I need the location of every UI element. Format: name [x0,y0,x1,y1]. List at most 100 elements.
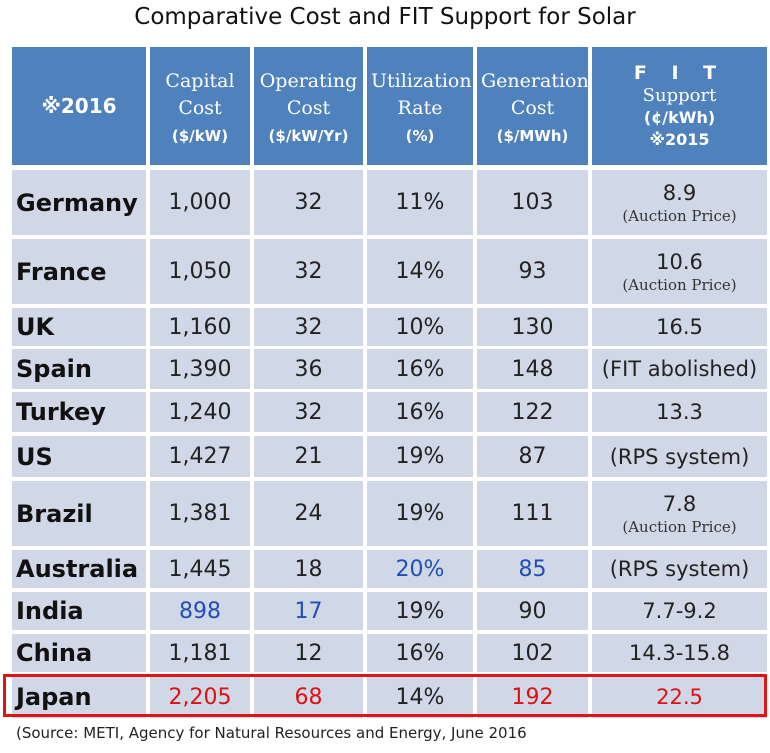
row-france-utilization-cell: 14% [367,239,473,304]
header-generation: Generation Cost ($/MWh) [477,47,589,165]
row-germany-generation: 103 [511,190,554,215]
row-brazil-utilization: 19% [395,501,445,526]
row-brazil-capital-cell: 1,381 [150,481,250,546]
row-australia-operating-cell: 18 [254,550,363,588]
row-japan-operating-cell: 68 [254,676,363,718]
row-australia-utilization-cell: 20% [367,550,473,588]
row-brazil-generation-cell: 111 [477,481,588,546]
row-spain-operating-cell: 36 [254,349,363,389]
row-japan-generation-cell: 192 [477,676,588,718]
header-operating-title: Operating Cost [259,69,358,119]
row-australia-operating: 18 [294,556,323,582]
row-germany-capital: 1,000 [168,190,232,215]
row-australia-generation-cell: 85 [477,550,588,588]
row-france-generation-cell: 93 [477,239,588,304]
row-spain-operating: 36 [294,356,323,382]
row-us-fit-cell: (RPS system) [592,436,767,477]
row-australia-capital: 1,445 [168,556,232,582]
row-uk-capital: 1,160 [168,314,232,340]
row-japan-utilization: 14% [395,684,445,710]
row-germany-fit-note: (Auction Price) [622,206,737,225]
row-china-capital: 1,181 [168,640,232,666]
row-france-generation: 93 [518,259,547,284]
row-turkey-generation: 122 [511,399,554,425]
row-france-country: France [16,257,107,286]
chart-title: Comparative Cost and FIT Support for Sol… [134,4,636,30]
row-india-generation-cell: 90 [477,592,588,630]
row-turkey-fit: 13.3 [656,400,703,424]
row-india-utilization-cell: 19% [367,592,473,630]
row-australia-utilization: 20% [395,556,445,582]
row-us-country-cell: US [12,436,146,477]
header-capital-unit: ($/kW) [171,126,229,145]
row-india-generation: 90 [518,598,547,624]
row-brazil-fit-cell: 7.8 (Auction Price) [592,481,767,546]
row-spain-country: Spain [16,355,92,383]
row-germany-generation-cell: 103 [477,170,588,235]
row-us-generation-cell: 87 [477,436,588,477]
header-operating-unit: ($/kW/Yr) [268,126,349,145]
row-australia-fit: (RPS system) [609,557,750,581]
row-china-operating: 12 [294,640,323,666]
row-germany-utilization: 11% [395,190,445,215]
row-australia-country: Australia [16,555,139,583]
row-turkey-utilization-cell: 16% [367,392,473,432]
row-spain-generation-cell: 148 [477,349,588,389]
row-france-fit-cell: 10.6 (Auction Price) [592,239,767,304]
row-uk-operating: 32 [294,314,323,340]
row-us-capital-cell: 1,427 [150,436,250,477]
row-uk-country: UK [16,313,55,341]
row-germany-capital-cell: 1,000 [150,170,250,235]
row-japan-operating: 68 [294,684,323,710]
row-us-utilization-cell: 19% [367,436,473,477]
row-japan-fit-cell: 22.5 [592,676,767,718]
row-brazil-capital: 1,381 [168,501,232,526]
row-spain-utilization: 16% [395,356,445,382]
row-turkey-utilization: 16% [395,399,445,425]
row-china-generation: 102 [511,640,554,666]
header-fit-support: Support [642,85,717,106]
row-australia-country-cell: Australia [12,550,146,588]
row-turkey-operating-cell: 32 [254,392,363,432]
header-year-label: ※2016 [41,94,117,118]
row-spain-fit: (FIT abolished) [601,357,758,381]
row-japan-country-cell: Japan [12,676,146,718]
header-capital: Capital Cost ($/kW) [150,47,250,165]
row-brazil-utilization-cell: 19% [367,481,473,546]
row-australia-fit-cell: (RPS system) [592,550,767,588]
header-fit-unit: (¢/kWh) [643,108,716,127]
row-china-utilization-cell: 16% [367,634,473,672]
row-us-capital: 1,427 [168,444,232,469]
row-india-operating: 17 [294,598,323,624]
row-china-fit: 14.3-15.8 [628,641,731,665]
row-turkey-operating: 32 [294,399,323,425]
row-turkey-generation-cell: 122 [477,392,588,432]
row-china-fit-cell: 14.3-15.8 [592,634,767,672]
source-note: (Source: METI, Agency for Natural Resour… [16,724,527,742]
row-turkey-fit-cell: 13.3 [592,392,767,432]
row-germany-fit: 8.9 [662,180,697,205]
row-turkey-capital: 1,240 [168,399,232,425]
row-japan-capital-cell: 2,205 [150,676,250,718]
row-india-fit: 7.7-9.2 [642,599,717,623]
header-utilization-title: Utilization Rate [371,69,472,119]
header-capital-title: Capital Cost [165,69,235,119]
row-china-generation-cell: 102 [477,634,588,672]
row-china-operating-cell: 12 [254,634,363,672]
row-france-capital-cell: 1,050 [150,239,250,304]
row-germany-country: Germany [16,188,138,217]
row-india-operating-cell: 17 [254,592,363,630]
row-japan-generation: 192 [511,684,554,710]
row-spain-capital: 1,390 [168,356,232,382]
row-china-capital-cell: 1,181 [150,634,250,672]
header-fit: F I T Support (¢/kWh) ※2015 [592,47,767,165]
row-india-capital: 898 [179,598,221,624]
row-brazil-operating-cell: 24 [254,481,363,546]
row-france-operating-cell: 32 [254,239,363,304]
row-india-country-cell: India [12,592,146,630]
row-us-operating: 21 [294,444,323,469]
row-china-utilization: 16% [395,640,445,666]
row-japan-country: Japan [16,683,92,711]
row-australia-capital-cell: 1,445 [150,550,250,588]
row-turkey-country: Turkey [16,398,106,426]
